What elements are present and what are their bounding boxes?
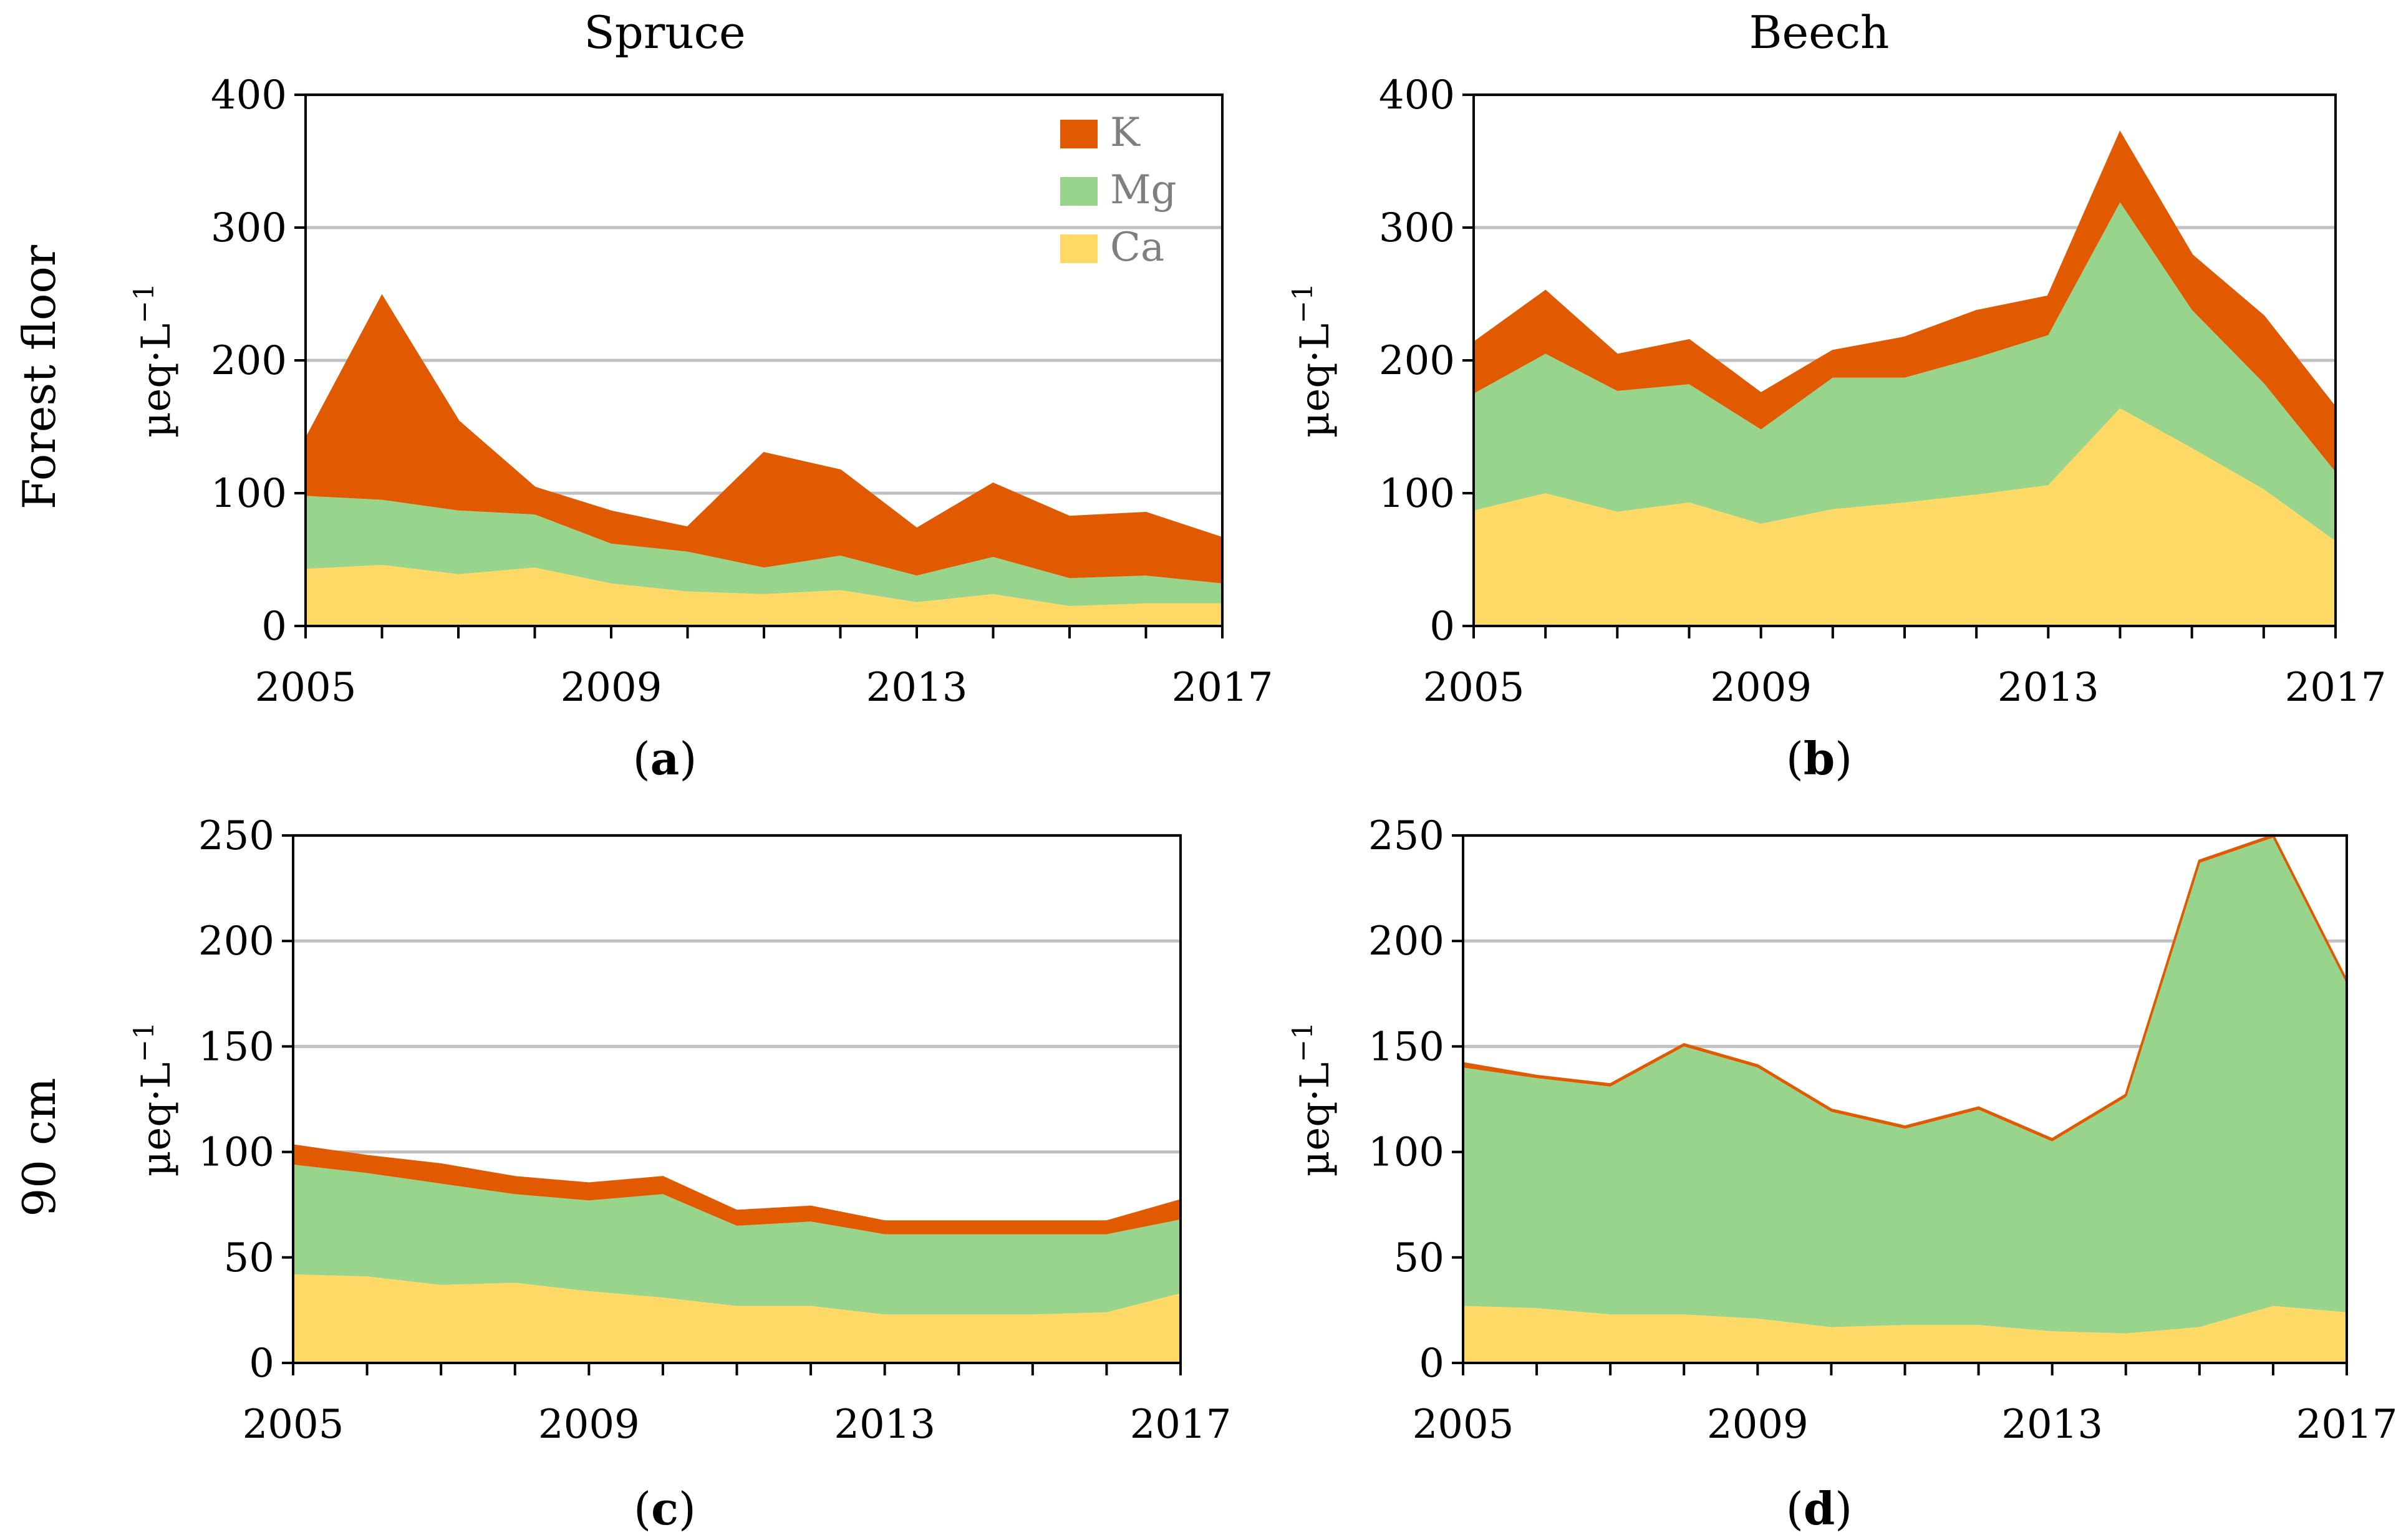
x-tick-label: 2009 (1707, 1402, 1809, 1448)
y-tick-label: 100 (198, 1130, 274, 1176)
y-tick-label: 200 (198, 918, 274, 965)
x-tick-label: 2005 (1413, 1402, 1514, 1448)
panel-label-letter: d (1804, 1482, 1835, 1535)
area-ca (1474, 408, 2336, 626)
y-axis-label-exponent: −1 (1287, 283, 1319, 324)
y-tick-label: 0 (261, 604, 287, 650)
y-tick-label: 0 (249, 1340, 274, 1387)
y-tick-label: 200 (1368, 918, 1444, 965)
x-tick-label: 2013 (2001, 1402, 2103, 1448)
y-axis-label-unit: µeq·L (133, 1062, 180, 1177)
panel-label-letter: c (651, 1482, 679, 1535)
y-tick-label: 200 (211, 338, 287, 384)
area-ca (1463, 1306, 2347, 1363)
chart-panel-d: 0 50 100 150 200 250 2005 2009 2013 2017 µeq·L−1 (d… (1287, 813, 2397, 1535)
legend-swatch-k (1060, 120, 1098, 148)
y-axis-label-unit: µeq·L (1292, 324, 1338, 438)
x-tick-label: 2005 (243, 1402, 344, 1448)
panel-label-close: ) (1835, 733, 1852, 785)
x-tick-label: 2005 (1423, 665, 1525, 711)
area-mg (1474, 202, 2336, 541)
area-ca (306, 565, 1222, 626)
y-axis-label-exponent: −1 (128, 1022, 160, 1062)
chart-panel-b: 0 100 200 300 400 2005 2009 2013 2017 µeq·L−1 (b) (1287, 72, 2386, 785)
x-tick-label: 2009 (561, 665, 662, 711)
x-tick-label: 2017 (1130, 1402, 1232, 1448)
panel-label-d: (d) (1786, 1482, 1853, 1535)
legend-label-k: K (1110, 110, 1141, 156)
x-tick-label: 2005 (255, 665, 357, 711)
x-tick-label: 2017 (2296, 1402, 2398, 1448)
y-tick-label: 100 (1379, 471, 1455, 517)
x-tick-label: 2013 (834, 1402, 935, 1448)
x-tick-label: 2013 (866, 665, 968, 711)
panel-label-letter: a (650, 732, 680, 785)
y-axis-label: µeq·L−1 (1287, 1022, 1338, 1177)
y-tick-label: 250 (198, 813, 274, 859)
y-tick-label: 300 (211, 205, 287, 251)
y-tick-label: 200 (1379, 338, 1455, 384)
area-k (306, 296, 1222, 584)
y-tick-label: 150 (198, 1024, 274, 1070)
y-tick-label: 100 (211, 471, 287, 517)
panel-label-b: (b) (1786, 732, 1853, 785)
y-tick-label: 150 (1368, 1024, 1444, 1070)
y-axis-label: µeq·L−1 (128, 1022, 180, 1177)
row-title-90cm: 90 cm (13, 1077, 65, 1216)
area-mg (306, 496, 1222, 606)
y-tick-label: 0 (1429, 604, 1455, 650)
y-tick-label: 250 (1368, 813, 1444, 859)
area-k-edge (292, 1144, 1181, 1223)
y-tick-label: 400 (1379, 72, 1455, 118)
y-axis-label-exponent: −1 (1287, 1022, 1319, 1062)
y-tick-label: 300 (1379, 205, 1455, 251)
panel-label-close: ) (679, 1483, 696, 1535)
panel-label-letter: b (1804, 732, 1835, 785)
legend-label-ca: Ca (1110, 224, 1164, 271)
y-tick-label: 50 (1394, 1235, 1444, 1281)
y-axis-label: µeq·L−1 (128, 283, 180, 438)
panel-label-open: ( (634, 1483, 651, 1535)
panel-label-open: ( (1786, 1483, 1804, 1535)
x-tick-label: 2009 (538, 1402, 640, 1448)
panel-label-a: (a) (633, 732, 697, 785)
legend-swatch-ca (1060, 234, 1098, 263)
x-tick-label: 2013 (1998, 665, 2099, 711)
y-axis-label-unit: µeq·L (133, 324, 180, 438)
area-k (293, 1145, 1181, 1234)
row-title-forest-floor: Forest floor (13, 244, 65, 509)
area-k-edge (304, 294, 1223, 540)
x-tick-label: 2017 (2285, 665, 2387, 711)
y-tick-label: 400 (211, 72, 287, 118)
panel-label-c: (c) (634, 1482, 696, 1535)
panel-label-close: ) (1835, 1483, 1852, 1535)
y-axis-label: µeq·L−1 (1287, 283, 1338, 438)
legend-swatch-mg (1060, 177, 1098, 206)
y-tick-label: 100 (1368, 1130, 1444, 1176)
area-k-edge (1462, 834, 2348, 1141)
y-tick-label: 50 (224, 1235, 274, 1281)
panel-label-open: ( (1786, 733, 1804, 785)
area-mg (293, 1164, 1181, 1315)
x-tick-label: 2009 (1710, 665, 1812, 711)
column-title-beech: Beech (1749, 6, 1890, 59)
area-k-edge (1472, 130, 2337, 409)
y-axis-label-unit: µeq·L (1292, 1062, 1338, 1177)
panel-label-close: ) (679, 733, 697, 785)
area-mg (1463, 837, 2347, 1334)
area-ca (293, 1274, 1181, 1363)
column-title-spruce: Spruce (584, 6, 745, 59)
legend-label-mg: Mg (1110, 167, 1177, 213)
chart-panel-c: 0 50 100 150 200 250 2005 2009 2013 2017 µeq·L−1 (c… (128, 813, 1231, 1535)
chart-panel-a: 0 100 200 300 400 2005 2009 2013 2017 µeq·L−1 (a) K… (128, 72, 1273, 785)
x-tick-label: 2017 (1172, 665, 1273, 711)
panel-label-open: ( (633, 733, 650, 785)
y-axis-label-exponent: −1 (128, 283, 160, 324)
y-tick-label: 0 (1419, 1340, 1444, 1387)
